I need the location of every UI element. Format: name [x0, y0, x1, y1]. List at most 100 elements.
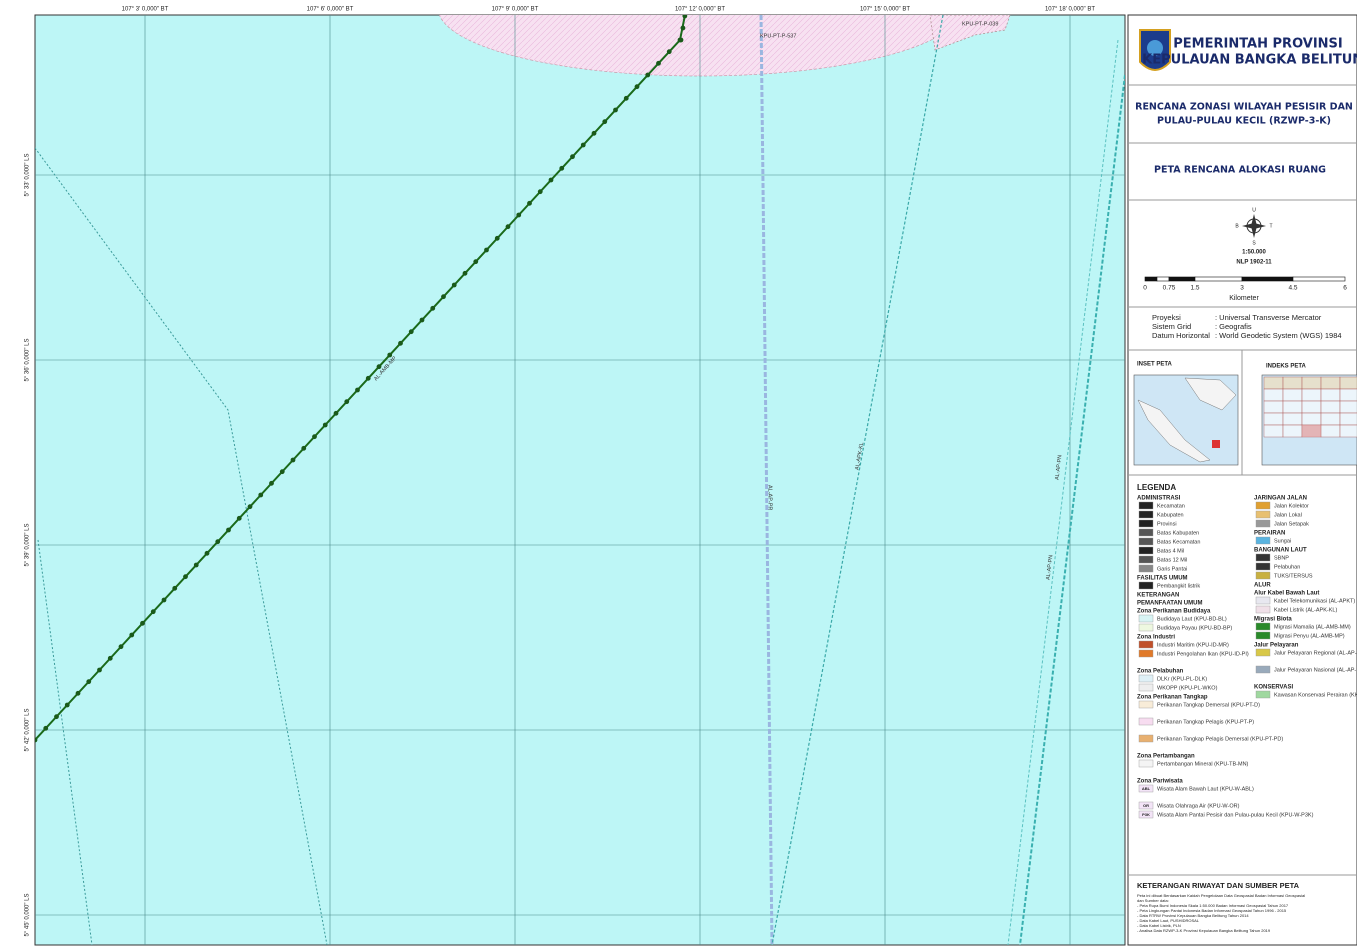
- index-cell: [1320, 424, 1341, 438]
- route-dot: [537, 189, 543, 195]
- legend-heading: JARINGAN JALAN: [1254, 496, 1307, 502]
- legend-swatch: [1255, 571, 1271, 580]
- route-dot: [516, 212, 522, 218]
- legend-swatch: [1138, 784, 1154, 793]
- index-cell: [1320, 376, 1341, 390]
- side-panel: PEMERINTAH PROVINSI KEPULAUAN BANGKA BEL…: [1127, 14, 1357, 946]
- index-cell: [1263, 376, 1284, 390]
- legend-item: Wisata Alam Pantai Pesisir dan Pulau-pul…: [1157, 812, 1314, 818]
- legend-code: ABL: [1142, 786, 1151, 791]
- route-dot: [35, 737, 38, 743]
- scale-segment: [1194, 276, 1243, 282]
- legend-item: Pelabuhan: [1274, 564, 1300, 570]
- legend-item: Jalur Pelayaran Regional (AL-AP-PR): [1274, 650, 1357, 656]
- route-dot: [365, 375, 371, 381]
- route-dot: [613, 107, 618, 113]
- route-dot: [129, 632, 135, 638]
- scale-segment: [1156, 276, 1170, 282]
- route-dot: [451, 282, 457, 288]
- shipping-line: [771, 15, 944, 945]
- legend-item: Batas 12 Mil: [1157, 557, 1187, 563]
- index-cell: [1263, 424, 1284, 438]
- note-line: Peta ini dibuat Berdasarkan Kaidah Penge…: [1137, 893, 1305, 898]
- compass: [1242, 214, 1266, 238]
- index-cell: [1301, 412, 1322, 426]
- legend-item: Migrasi Penyu (AL-AMB-MP): [1274, 633, 1345, 639]
- route-dot: [680, 25, 686, 31]
- x-grid-label: 107° 6' 0,000" BT: [307, 7, 354, 13]
- y-grid-label: 5° 39' 0,000" LS: [25, 523, 31, 566]
- route-dot: [161, 597, 167, 603]
- legend-swatch: [1138, 581, 1154, 590]
- index-cell: [1263, 400, 1284, 414]
- route-dot: [645, 72, 651, 78]
- route-dot: [408, 329, 414, 335]
- legend-heading: ADMINISTRASI: [1137, 496, 1181, 502]
- note-line: - Peta Rupa Bumi Indonesia Skala 1:50.00…: [1137, 903, 1289, 908]
- scale-tick: 3: [1240, 285, 1244, 292]
- route-dot: [682, 15, 688, 19]
- legend-item: Sungai: [1274, 538, 1291, 544]
- legend-swatch: [1138, 537, 1154, 546]
- legend-item: DLKr (KPU-PL-DLK): [1157, 676, 1207, 682]
- route-dot: [666, 49, 672, 55]
- legend-swatch: [1138, 700, 1154, 709]
- legend-item: TUKS/TERSUS: [1274, 573, 1313, 579]
- proj-key: Datum Horizontal: [1152, 331, 1210, 340]
- logo: [1139, 29, 1171, 71]
- route-dot: [462, 270, 468, 276]
- legend-swatch: [1138, 564, 1154, 573]
- y-grid-label: 5° 45' 0,000" LS: [25, 893, 31, 936]
- compass-s: S: [1252, 240, 1256, 246]
- route-dot: [355, 387, 360, 393]
- legend-item: Jalan Setapak: [1274, 521, 1309, 527]
- legend-item: Jalan Lokal: [1274, 512, 1302, 518]
- zone-label: KPU-PT-P-039: [962, 21, 998, 27]
- route-dot: [193, 562, 199, 568]
- legend-item: Budidaya Laut (KPU-BD-BL): [1157, 616, 1227, 622]
- compass-e: T: [1269, 223, 1272, 229]
- compass-n: U: [1252, 207, 1256, 213]
- x-grid-label: 107° 15' 0,000" BT: [860, 7, 910, 13]
- note-line: dan Sumber data:: [1137, 898, 1169, 903]
- legend-title: LEGENDA: [1137, 483, 1176, 492]
- legend-heading: Jalur Pelayaran: [1254, 643, 1299, 649]
- legend-swatch: [1138, 614, 1154, 623]
- index-cell: [1320, 400, 1341, 414]
- route-dot: [333, 410, 339, 416]
- legend-item: Jalur Pelayaran Nasional (AL-AP-PN): [1274, 667, 1357, 673]
- route-dot: [527, 200, 532, 206]
- map-frame: [34, 14, 1126, 946]
- legend-swatch: [1255, 501, 1271, 510]
- index-cell: [1339, 412, 1357, 426]
- route-dot: [344, 399, 350, 405]
- route-dot: [559, 165, 565, 171]
- index-current: [1302, 425, 1321, 437]
- route-dot: [97, 667, 102, 673]
- legend-swatch: [1138, 555, 1154, 564]
- grid-labels: 107° 3' 0,000" BT 107° 6' 0,000" BT 107° 9…: [25, 7, 1096, 937]
- proj-key: Proyeksi: [1152, 313, 1181, 322]
- x-grid-label: 107° 3' 0,000" BT: [122, 7, 169, 13]
- legend-swatch: [1138, 801, 1154, 810]
- scale-tick: 0.75: [1163, 285, 1176, 292]
- scale-tick: 1.5: [1190, 285, 1199, 292]
- cable-line: [759, 15, 774, 945]
- legend-item: Perikanan Tangkap Pelagis (KPU-PT-P): [1157, 719, 1254, 725]
- legend-item: Batas 4 Mil: [1157, 548, 1184, 554]
- route-dot: [118, 644, 124, 650]
- legend-heading: Zona Pelabuhan: [1137, 669, 1184, 675]
- index-cell: [1263, 412, 1284, 426]
- y-grid-label: 5° 33' 0,000" LS: [25, 153, 31, 196]
- legend-swatch: [1255, 648, 1271, 657]
- panel-frame: [1127, 14, 1357, 946]
- sheet-number: NLP 1902-11: [1236, 260, 1272, 266]
- scale-segment: [1292, 276, 1346, 282]
- index-cell: [1282, 412, 1303, 426]
- legend-swatch: [1255, 690, 1271, 699]
- route-dot: [107, 655, 113, 661]
- route-dot: [591, 130, 597, 136]
- route-dot: [623, 95, 629, 101]
- index-cell: [1339, 424, 1357, 438]
